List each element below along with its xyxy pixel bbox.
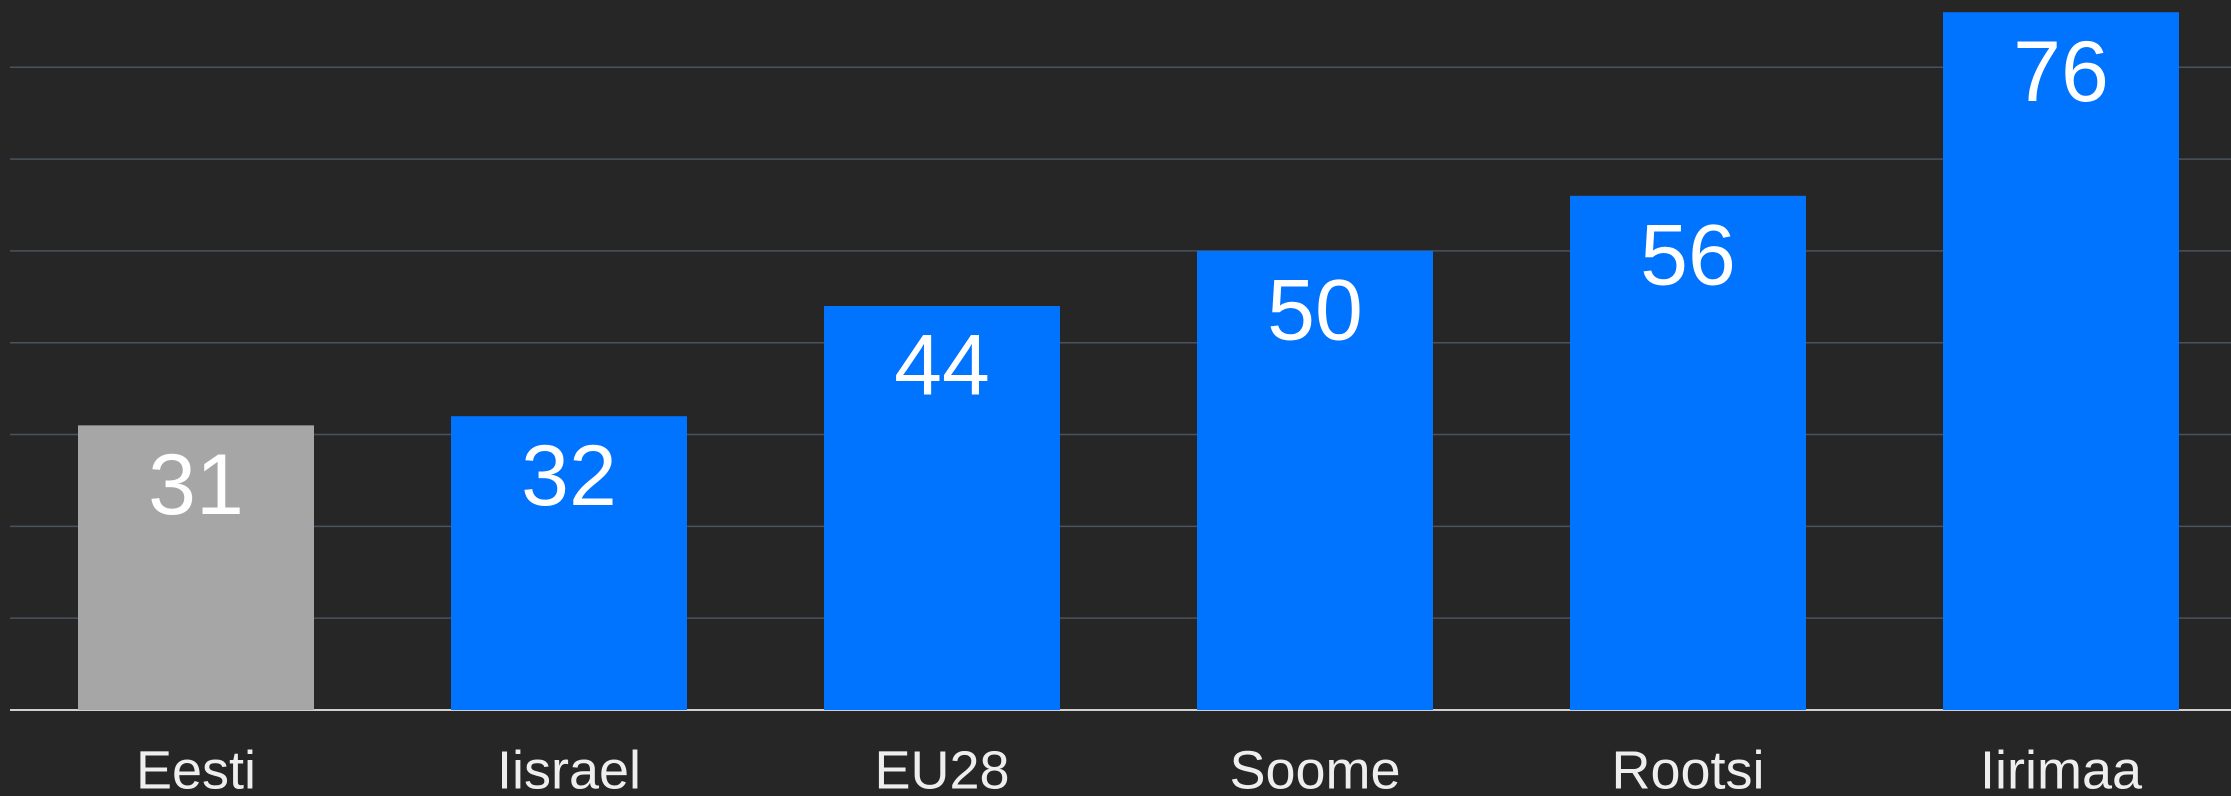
bar xyxy=(1197,250,1433,710)
data-label: 32 xyxy=(521,428,617,524)
x-tick-label: Rootsi xyxy=(1611,740,1764,796)
x-tick-label: Iisrael xyxy=(497,740,641,796)
x-tick-label: Iirimaa xyxy=(1980,740,2143,796)
x-tick-label: EU28 xyxy=(874,740,1009,796)
bar xyxy=(1943,12,2179,710)
data-label: 50 xyxy=(1267,263,1363,359)
data-label: 56 xyxy=(1640,208,1736,304)
bar xyxy=(1570,195,1806,710)
x-tick-label: Eesti xyxy=(136,740,256,796)
data-label: 31 xyxy=(148,437,244,533)
data-label: 44 xyxy=(894,318,990,414)
x-tick-label: Soome xyxy=(1229,740,1400,796)
data-label: 76 xyxy=(2013,24,2109,120)
bar xyxy=(824,306,1060,710)
bar xyxy=(78,425,314,710)
bar xyxy=(451,416,687,710)
